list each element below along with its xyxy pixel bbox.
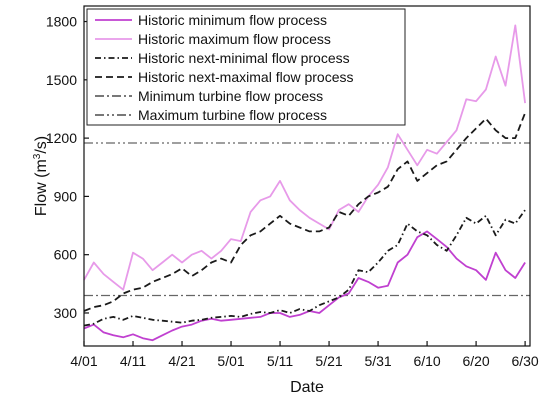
- y-tick-label: 300: [54, 305, 78, 321]
- y-tick-label: 1200: [46, 130, 77, 146]
- x-tick-label: 6/30: [511, 353, 538, 369]
- legend-label-3: Historic next-minimal flow process: [138, 50, 350, 66]
- series-line-1: [83, 230, 526, 342]
- x-tick-label: 5/21: [315, 353, 342, 369]
- x-tick-label: 5/11: [267, 353, 293, 369]
- series-line-4: [83, 112, 526, 312]
- series-line-3: [83, 209, 526, 327]
- y-tick-label: 600: [54, 247, 78, 263]
- x-tick-label: 4/01: [70, 353, 97, 369]
- legend-label-6: Maximum turbine flow process: [138, 107, 327, 123]
- legend-label-4: Historic next-maximal flow process: [138, 69, 354, 85]
- y-tick-label: 1800: [46, 14, 77, 30]
- x-tick-label: 4/21: [168, 353, 195, 369]
- legend-label-1: Historic minimum flow process: [138, 12, 327, 28]
- y-axis-label-tail: /s): [33, 136, 50, 154]
- legend-label-2: Historic maximum flow process: [138, 31, 331, 47]
- axis-ticks: 300 600 900 1200 1500 1800 4/01 4/11 4/21 5/01 5/1…: [46, 14, 539, 369]
- x-tick-label: 5/01: [217, 353, 244, 369]
- legend: Historic minimum flow process Historic ma…: [86, 8, 406, 126]
- y-axis-label-main: Flow (m: [33, 159, 50, 216]
- plot-area-frame: [83, 5, 531, 347]
- legend-box: [86, 8, 406, 126]
- series-lines: [83, 24, 530, 342]
- y-axis-label-superscript: 3: [32, 153, 43, 159]
- x-tick-label: 4/11: [120, 353, 146, 369]
- y-axis-label: Flow (m3/s): [32, 136, 50, 216]
- y-tick-label: 1500: [46, 72, 77, 88]
- x-tick-label: 6/20: [462, 353, 489, 369]
- x-tick-label: 5/31: [364, 353, 391, 369]
- x-axis-label: Date: [290, 379, 324, 396]
- series-line-2: [83, 24, 526, 291]
- y-tick-label: 900: [54, 188, 78, 204]
- legend-label-5: Minimum turbine flow process: [138, 88, 323, 104]
- x-tick-label: 6/10: [413, 353, 440, 369]
